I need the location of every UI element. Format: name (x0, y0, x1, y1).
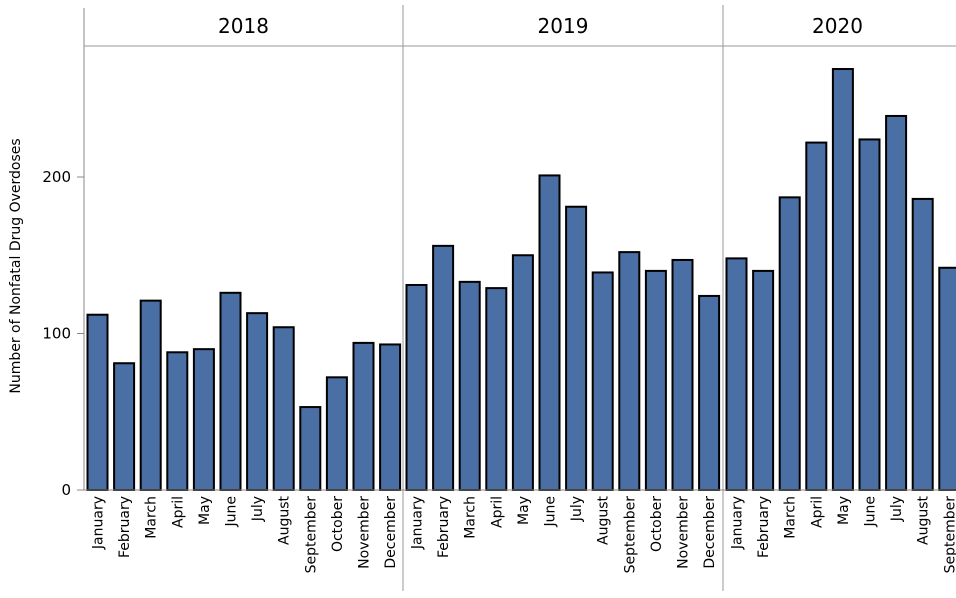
bar-2019-october (644, 269, 667, 491)
bar-2018-february (113, 362, 136, 491)
bar-2018-january (86, 313, 109, 491)
x-tick-label: November (357, 496, 373, 569)
x-tick-label: April (170, 496, 186, 528)
bar-2019-april (485, 287, 508, 491)
x-tick-label: September (622, 496, 638, 574)
y-tick-label: 0 (61, 481, 71, 499)
bar-2018-august (272, 326, 295, 491)
x-tick-label: May (516, 496, 532, 525)
x-tick-label: September (303, 496, 319, 574)
x-tick-label: July (889, 496, 905, 522)
y-tick-label: 200 (42, 168, 71, 186)
bar-2019-march (458, 280, 481, 492)
x-tick-label: April (809, 496, 825, 528)
x-tick-label: July (569, 496, 585, 522)
panel-year-label: 2019 (538, 14, 589, 38)
y-tick-label: 100 (42, 325, 71, 343)
bar-2019-july (565, 205, 588, 492)
x-tick-label: October (649, 496, 665, 552)
x-tick-label: June (224, 496, 240, 528)
x-tick-label: December (383, 496, 399, 569)
x-tick-label: September (942, 496, 956, 574)
bar-2019-december (698, 294, 721, 491)
x-tick-label: June (863, 496, 879, 528)
bar-2020-march (778, 196, 801, 491)
x-tick-label: January (730, 496, 746, 550)
bar-2019-may (511, 254, 534, 491)
bar-2018-may (192, 348, 215, 491)
x-tick-label: December (702, 496, 718, 569)
bar-2020-june (858, 138, 881, 491)
x-tick-label: March (144, 496, 160, 539)
bar-2019-november (671, 258, 694, 491)
bar-2020-april (805, 141, 828, 491)
x-tick-label: June (543, 496, 559, 528)
bar-2020-may (831, 68, 854, 491)
x-tick-label: April (489, 496, 505, 528)
x-tick-label: August (916, 495, 932, 545)
x-tick-label: February (117, 496, 133, 558)
x-tick-label: November (676, 496, 692, 569)
bar-2019-january (405, 283, 428, 491)
bar-2018-march (139, 299, 162, 492)
x-tick-label: May (836, 496, 852, 525)
bar-2020-january (725, 257, 748, 491)
bar-2020-september (938, 266, 956, 491)
bar-2018-june (219, 291, 242, 491)
panel-year-label: 2020 (812, 14, 863, 38)
x-tick-label: February (756, 496, 772, 558)
bar-2020-july (885, 114, 908, 491)
bar-2020-august (911, 197, 934, 491)
x-tick-label: October (330, 496, 346, 552)
y-axis-title: Number of Nonfatal Drug Overdoses (8, 138, 24, 393)
bar-2019-september (618, 251, 641, 491)
x-tick-label: March (463, 496, 479, 539)
x-tick-label: February (436, 496, 452, 558)
x-tick-label: August (596, 495, 612, 545)
x-tick-label: January (410, 496, 426, 550)
bar-2018-november (352, 341, 375, 492)
bar-2018-july (246, 312, 269, 491)
bar-2018-december (379, 343, 402, 491)
x-tick-label: March (783, 496, 799, 539)
bar-2019-february (432, 244, 455, 491)
bar-2019-june (538, 174, 561, 491)
x-tick-label: January (91, 496, 107, 550)
x-tick-label: May (197, 496, 213, 525)
bar-2019-august (591, 271, 614, 491)
x-tick-label: August (277, 495, 293, 545)
bar-2018-september (299, 406, 322, 491)
panel-year-label: 2018 (218, 14, 269, 38)
bar-2018-october (325, 376, 348, 492)
bar-2018-april (166, 351, 189, 491)
x-tick-label: July (250, 496, 266, 522)
bar-2020-february (752, 269, 775, 491)
